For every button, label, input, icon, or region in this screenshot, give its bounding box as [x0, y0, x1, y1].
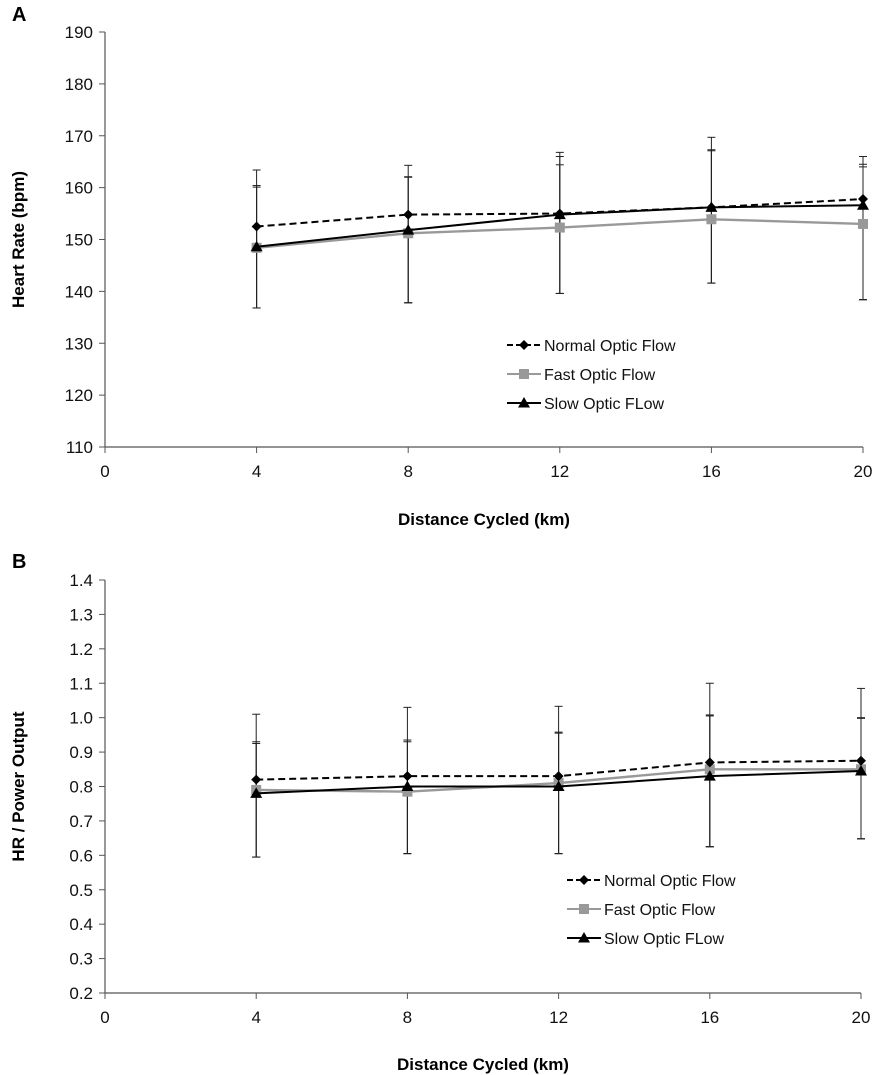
data-point — [251, 221, 262, 232]
panel-b-chart: 0.2 0.3 0.4 0.5 0.6 0.7 0.8 0.9 1.0 1.1 1.2 1.3 1.4 0… — [9, 571, 870, 1074]
legend-marker — [579, 904, 589, 914]
data-point — [706, 214, 717, 225]
y-tick-label: 1.4 — [69, 571, 93, 590]
y-tick-label: 160 — [65, 179, 93, 198]
legend-label: Slow Optic FLow — [544, 396, 664, 413]
data-point — [553, 771, 564, 782]
x-tick-label: 16 — [702, 462, 721, 481]
y-tick-label: 0.3 — [69, 950, 93, 969]
data-point — [250, 240, 263, 252]
data-point — [402, 771, 413, 782]
data-point — [401, 780, 414, 791]
data-point — [554, 222, 565, 233]
x-tick-label: 0 — [100, 462, 109, 481]
legend-label: Slow Optic FLow — [604, 931, 724, 948]
data-point — [403, 209, 414, 220]
data-point — [706, 202, 717, 213]
y-tick-label: 120 — [65, 386, 93, 405]
panel-a-chart: 110 120 130 140 150 160 170 180 190 0 4 8 12 16 20 Dist… — [9, 23, 872, 529]
panel-b-letter: B — [12, 551, 27, 573]
y-tick-label: 150 — [65, 231, 93, 250]
legend-label: Normal Optic Flow — [604, 873, 736, 890]
y-tick-label: 0.2 — [69, 984, 93, 1003]
y-tick-label: 140 — [65, 282, 93, 301]
y-tick-label: 0.6 — [69, 846, 93, 865]
x-tick-label: 8 — [403, 1008, 412, 1027]
data-point — [402, 224, 415, 235]
x-tick-label: 20 — [852, 1008, 871, 1027]
legend-marker — [519, 369, 529, 379]
y-tick-label: 190 — [65, 23, 93, 42]
data-point — [856, 755, 866, 766]
x-tick-label: 4 — [251, 1008, 260, 1027]
panel-a-letter: A — [12, 4, 27, 26]
data-point — [858, 194, 868, 205]
x-tick-label: 0 — [100, 1008, 109, 1027]
legend-label: Fast Optic Flow — [544, 367, 656, 384]
data-point — [855, 765, 867, 776]
y-tick-label: 1.2 — [69, 640, 93, 659]
legend-marker — [578, 932, 590, 943]
y-tick-label: 1.1 — [69, 674, 93, 693]
x-tick-label: 16 — [700, 1008, 719, 1027]
y-tick-label: 0.9 — [69, 743, 93, 762]
x-tick-label: 20 — [854, 462, 873, 481]
data-point — [858, 218, 868, 229]
y-tick-label: 170 — [65, 127, 93, 146]
legend-marker — [518, 397, 530, 408]
y-tick-label: 0.5 — [69, 881, 93, 900]
x-axis-title: Distance Cycled (km) — [397, 1055, 569, 1074]
y-tick-label: 0.7 — [69, 812, 93, 831]
legend-label: Normal Optic Flow — [544, 338, 676, 355]
x-tick-label: 4 — [252, 462, 261, 481]
y-tick-label: 0.4 — [69, 915, 93, 934]
data-point — [552, 780, 565, 791]
data-point — [704, 764, 715, 775]
y-tick-label: 1.0 — [69, 709, 93, 728]
y-axis-title: HR / Power Output — [9, 711, 28, 862]
data-point — [251, 774, 262, 785]
data-point — [402, 786, 413, 797]
y-tick-label: 1.3 — [69, 605, 93, 624]
data-point — [704, 757, 715, 768]
legend-marker — [519, 340, 529, 350]
legend-label: Fast Optic Flow — [604, 902, 716, 919]
y-tick-label: 130 — [65, 334, 93, 353]
x-tick-label: 12 — [549, 1008, 568, 1027]
x-axis-title: Distance Cycled (km) — [398, 510, 570, 529]
y-tick-label: 0.8 — [69, 778, 93, 797]
data-point — [554, 208, 565, 219]
y-axis-title: Heart Rate (bpm) — [9, 171, 28, 308]
y-tick-label: 110 — [66, 438, 93, 457]
x-tick-label: 12 — [550, 462, 569, 481]
legend-marker — [579, 875, 589, 885]
data-point — [703, 770, 716, 781]
data-point — [857, 199, 869, 210]
y-tick-label: 180 — [65, 75, 93, 94]
x-tick-label: 8 — [403, 462, 412, 481]
data-point — [250, 787, 263, 798]
